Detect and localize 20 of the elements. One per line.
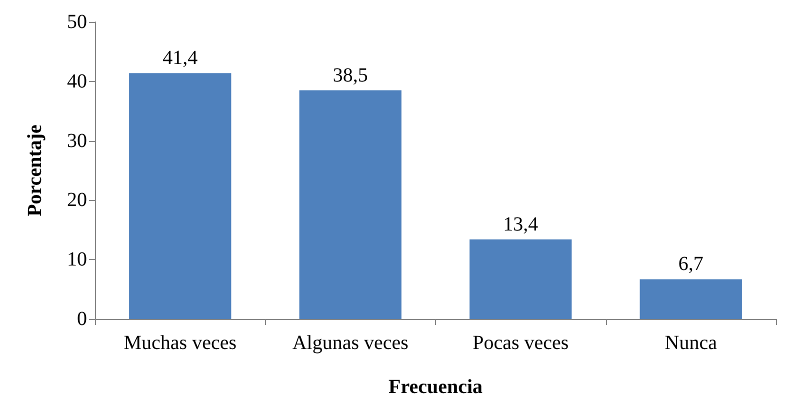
y-tick-label: 0 bbox=[77, 308, 87, 330]
y-tick-label: 30 bbox=[67, 130, 87, 152]
data-label: 41,4 bbox=[162, 47, 198, 70]
y-tick-label: 10 bbox=[67, 248, 87, 271]
data-label: 13,4 bbox=[503, 213, 538, 236]
x-tick-label: Pocas veces bbox=[472, 332, 569, 354]
y-tick-label: 40 bbox=[67, 70, 87, 92]
y-axis-title: Porcentaje bbox=[24, 124, 46, 216]
x-tick-label: Muchas veces bbox=[124, 332, 237, 354]
y-tick-label: 50 bbox=[67, 11, 87, 33]
data-label: 38,5 bbox=[332, 64, 368, 86]
x-axis-title: Frecuencia bbox=[388, 376, 483, 398]
bar bbox=[299, 90, 402, 319]
bar bbox=[129, 73, 232, 319]
data-label: 6,7 bbox=[678, 253, 704, 276]
x-tick-label: Algunas veces bbox=[292, 332, 409, 354]
bar bbox=[470, 239, 572, 319]
y-tick-label: 20 bbox=[67, 189, 87, 212]
bar bbox=[640, 279, 742, 319]
x-tick-label: Nunca bbox=[664, 332, 718, 354]
